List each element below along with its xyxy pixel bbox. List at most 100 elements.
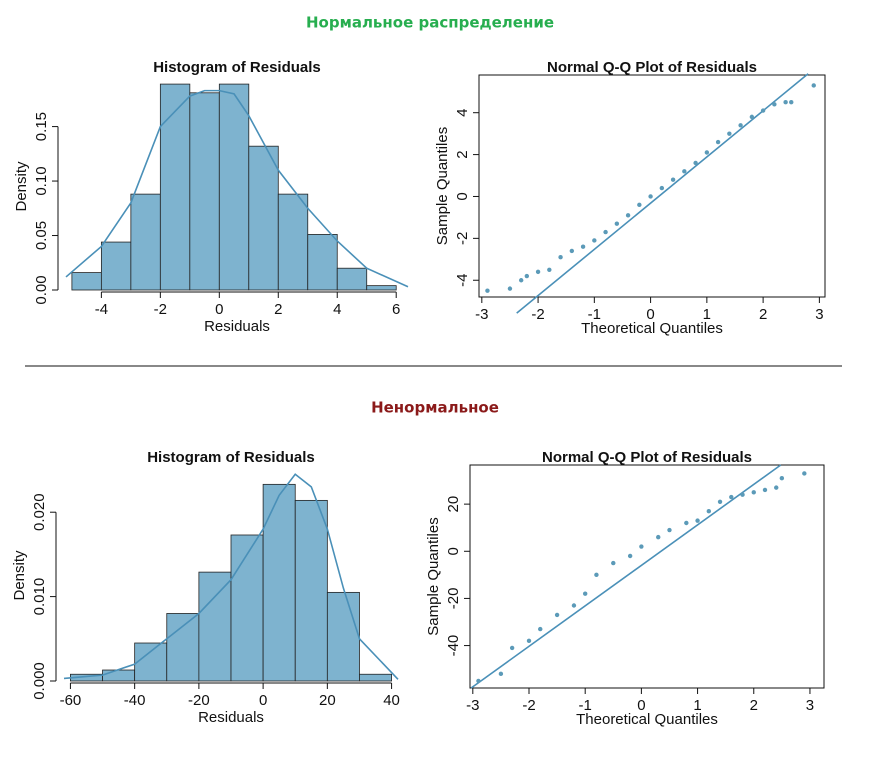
point <box>526 638 532 644</box>
point <box>639 544 644 549</box>
y-axis-label: Sample Quantiles <box>434 127 451 245</box>
point <box>695 518 700 523</box>
point <box>670 177 676 182</box>
y-tick-label: -4 <box>454 274 471 287</box>
x-tick-label: -40 <box>124 692 146 709</box>
point <box>485 288 490 293</box>
bar <box>262 483 296 682</box>
x-tick-label: -1 <box>588 306 601 323</box>
point <box>751 490 756 495</box>
bar <box>159 83 191 291</box>
reference-line <box>470 464 782 689</box>
point <box>659 185 665 191</box>
bar <box>248 145 279 291</box>
point <box>558 255 563 260</box>
y-axis-label: Density <box>13 161 30 212</box>
point <box>547 267 552 272</box>
point <box>648 194 653 199</box>
point <box>535 269 541 275</box>
x-tick-label: -20 <box>188 692 210 709</box>
y-tick-label: -20 <box>445 588 462 610</box>
bar <box>166 613 200 682</box>
point <box>749 114 755 120</box>
point <box>802 471 807 476</box>
point <box>772 102 777 107</box>
y-tick-label: 0.010 <box>31 578 48 616</box>
x-tick-label: 0 <box>637 697 645 714</box>
y-tick-label: 0.15 <box>33 112 50 141</box>
y-tick-label: 0.10 <box>33 166 50 195</box>
point <box>554 612 560 618</box>
point <box>594 572 599 578</box>
point <box>580 244 586 249</box>
x-tick-label: 1 <box>693 697 701 714</box>
point <box>715 139 721 145</box>
section-heading: Нормальное распределение <box>306 14 554 32</box>
point <box>625 213 631 218</box>
bar <box>100 241 132 291</box>
point <box>582 591 588 596</box>
point <box>717 499 723 504</box>
x-axis-label: Theoretical Quantiles <box>581 320 723 337</box>
chart-title: Normal Q-Q Plot of Residuals <box>547 59 757 76</box>
y-tick-label: -2 <box>454 232 471 245</box>
x-tick-label: 3 <box>815 306 823 323</box>
point <box>684 520 689 526</box>
y-axis-label: Density <box>11 550 28 601</box>
bar <box>366 285 397 291</box>
y-tick-label: 0.020 <box>31 493 48 531</box>
x-tick-label: 3 <box>806 697 814 714</box>
x-tick-label: 2 <box>759 306 767 323</box>
x-tick-label: -3 <box>466 697 479 714</box>
chart-title: Histogram of Residuals <box>153 59 321 76</box>
section-heading: Ненормальное <box>371 399 499 417</box>
point <box>518 278 524 283</box>
y-tick-label: 2 <box>454 150 471 158</box>
y-tick-label: 0.00 <box>33 275 50 304</box>
plot-frame <box>478 74 826 298</box>
bar <box>134 642 168 682</box>
x-axis-label: Residuals <box>198 709 264 726</box>
point <box>637 202 642 208</box>
point <box>762 487 768 493</box>
point <box>783 100 788 105</box>
point <box>476 678 481 684</box>
point <box>738 123 743 128</box>
x-tick-label: -4 <box>95 301 108 318</box>
point <box>509 645 515 651</box>
reference-line <box>516 73 809 314</box>
point <box>592 238 597 243</box>
bar <box>326 591 360 682</box>
bar <box>294 499 328 682</box>
y-tick-label: -40 <box>445 635 462 657</box>
point <box>603 229 608 235</box>
point <box>740 492 745 497</box>
point <box>656 534 661 540</box>
point <box>760 108 766 113</box>
density-curve <box>63 473 399 680</box>
point <box>524 273 530 279</box>
x-tick-label: -1 <box>579 697 592 714</box>
bar <box>189 92 220 291</box>
point <box>774 485 779 490</box>
point <box>706 509 712 514</box>
bar <box>359 673 392 682</box>
point <box>789 100 794 105</box>
point <box>682 169 687 174</box>
point <box>498 671 504 677</box>
y-tick-label: 20 <box>445 496 462 513</box>
chart-title: Histogram of Residuals <box>147 449 315 466</box>
bar <box>130 193 161 291</box>
bar <box>336 267 368 291</box>
x-tick-label: 0 <box>646 306 654 323</box>
bar <box>277 193 309 291</box>
bar <box>218 83 250 291</box>
x-tick-label: 40 <box>383 692 400 709</box>
bar <box>102 669 136 682</box>
x-tick-label: -2 <box>154 301 167 318</box>
point <box>507 286 513 291</box>
y-tick-label: 0 <box>445 547 462 555</box>
density-curve <box>65 89 409 288</box>
x-tick-label: 2 <box>274 301 282 318</box>
